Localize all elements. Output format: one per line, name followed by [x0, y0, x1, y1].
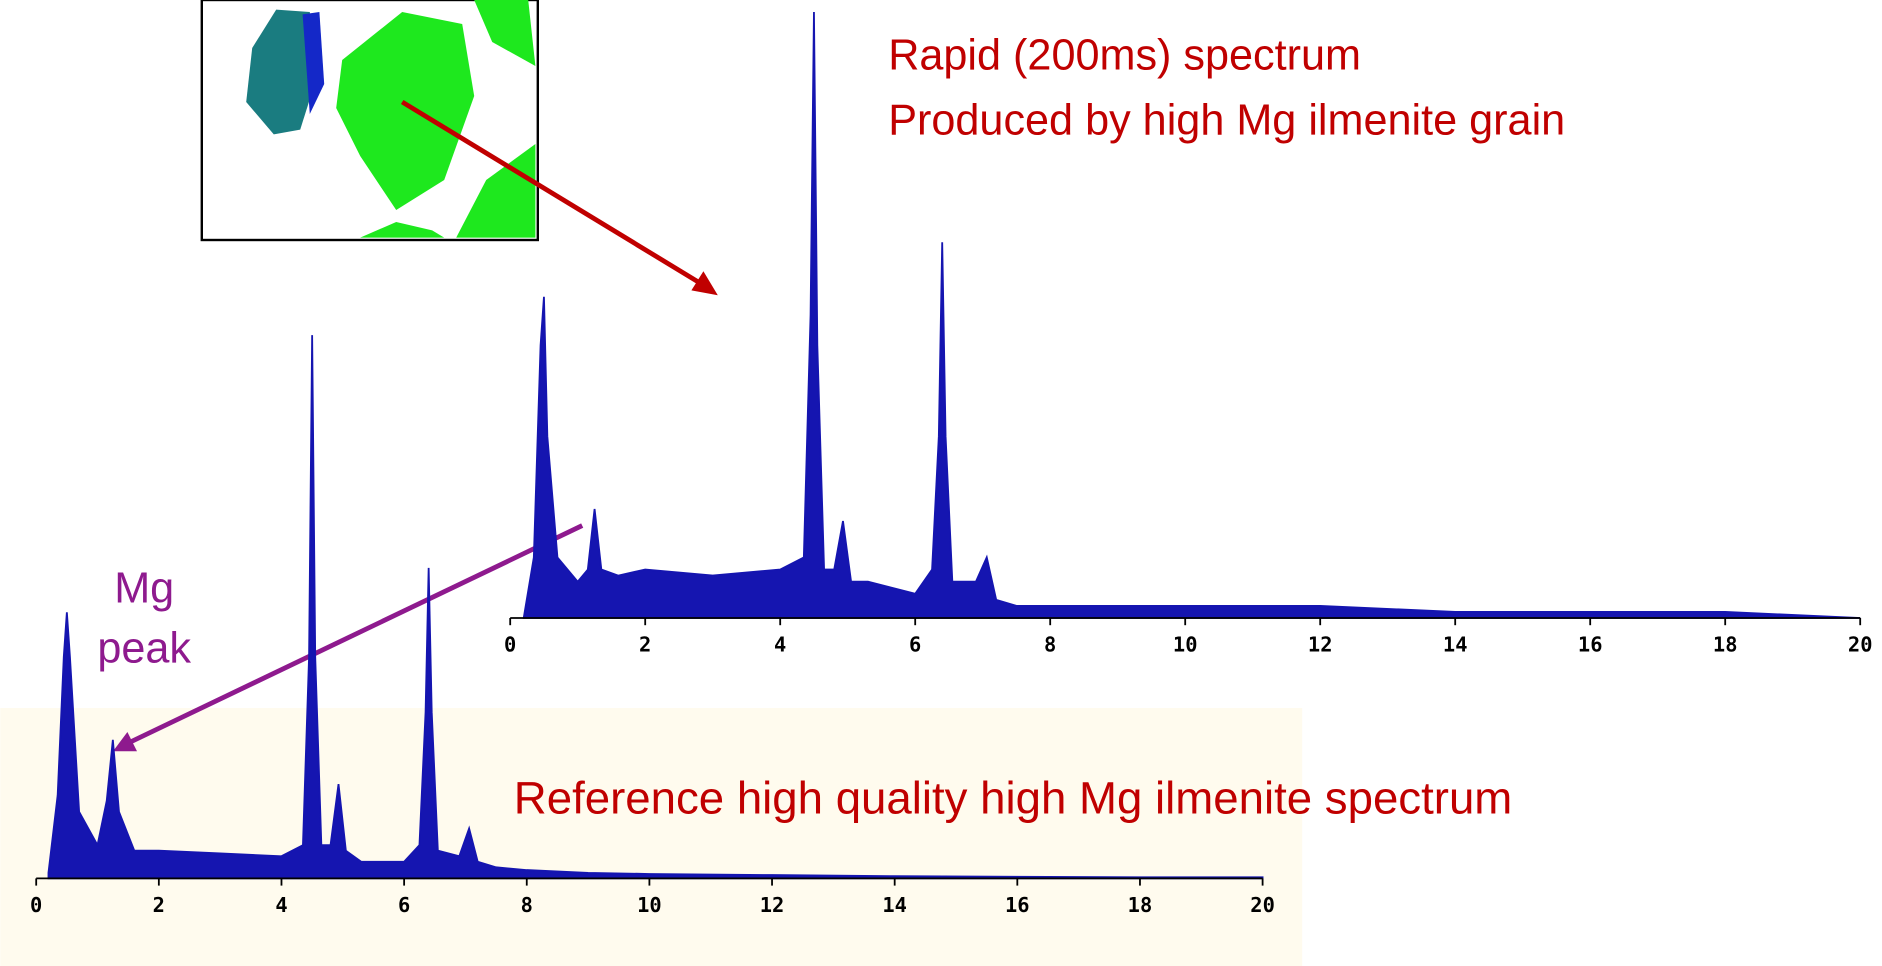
spectrum — [47, 335, 1264, 880]
grain-inset — [200, 0, 539, 242]
x-tick-label: 16 — [1578, 633, 1603, 657]
x-tick-label: 2 — [639, 633, 651, 657]
x-tick-label: 10 — [637, 893, 662, 917]
x-tick-label: 12 — [760, 893, 785, 917]
annotation: Mg — [114, 564, 174, 612]
x-tick-label: 6 — [398, 893, 410, 917]
x-tick-label: 16 — [1005, 893, 1030, 917]
x-tick-label: 0 — [30, 893, 42, 917]
x-tick-label: 14 — [1443, 633, 1468, 657]
x-tick-label: 18 — [1713, 633, 1738, 657]
x-tick-label: 12 — [1308, 633, 1333, 657]
x-tick-label: 8 — [521, 893, 533, 917]
x-tick-label: 4 — [774, 633, 786, 657]
x-tick-label: 10 — [1173, 633, 1198, 657]
panel — [0, 708, 1303, 966]
annotation: Reference high quality high Mg ilmenite … — [514, 773, 1513, 824]
x-tick-label: 14 — [882, 893, 907, 917]
x-tick-label: 20 — [1848, 633, 1873, 657]
x-tick-label: 20 — [1250, 893, 1275, 917]
x-tick-label: 18 — [1128, 893, 1153, 917]
x-tick-label: 0 — [504, 633, 516, 657]
x-tick-label: 4 — [275, 893, 287, 917]
annotation: Rapid (200ms) spectrum — [888, 32, 1361, 80]
arrows — [113, 99, 718, 752]
x-tick-label: 8 — [1044, 633, 1056, 657]
x-tick-label: 2 — [153, 893, 165, 917]
x-tick-label: 6 — [909, 633, 921, 657]
spectrum — [522, 11, 1861, 619]
annotation: peak — [97, 624, 191, 672]
annotation: Produced by high Mg ilmenite grain — [888, 96, 1565, 144]
